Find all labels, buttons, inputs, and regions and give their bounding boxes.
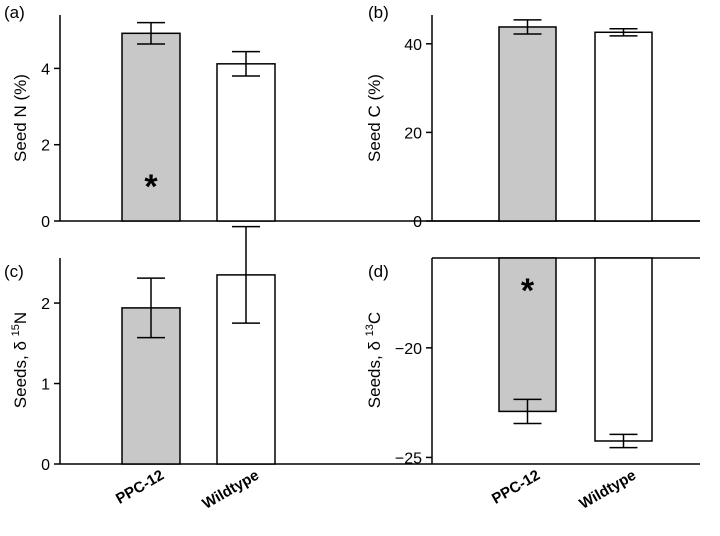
y-axis-label: Seed N (%) [11, 74, 30, 162]
category-label: PPC-12 [113, 467, 167, 508]
bar-wildtype [216, 274, 276, 465]
y-tick-label: 2 [41, 296, 50, 313]
significance-star: * [144, 168, 158, 206]
y-tick-label: 0 [413, 214, 422, 231]
panel-c: (c) 0 1 2 Seeds, δ 15N [4, 225, 700, 474]
panel-label: (a) [4, 3, 25, 22]
y-tick-label: 40 [404, 37, 422, 54]
significance-star: * [521, 272, 535, 310]
category-label: Wildtype [576, 467, 639, 513]
panel-b: (b) 0 20 40 Seed C (%) [365, 3, 700, 231]
y-tick-label: 0 [41, 457, 50, 474]
bar-wildtype [594, 257, 653, 442]
panel-label: (d) [368, 262, 389, 281]
y-axis-label: Seeds, δ 15N [10, 312, 30, 408]
y-tick-label: 0 [41, 214, 50, 231]
bar-ppc-12 [498, 26, 557, 222]
bar-ppc-12 [121, 32, 181, 222]
panel-d: (d) −20 −25 Seeds, δ 13C * [364, 257, 700, 467]
y-axis-label: Seeds, δ 13C [364, 312, 384, 408]
panel-label: (c) [4, 262, 24, 281]
y-tick-label: 20 [404, 125, 422, 142]
category-label: PPC-12 [489, 467, 543, 508]
y-tick-label: 4 [41, 61, 50, 78]
panel-label: (b) [368, 3, 389, 22]
y-tick-label: 2 [41, 138, 50, 155]
y-axis-label: Seed C (%) [365, 74, 384, 162]
y-tick-label: −20 [395, 341, 422, 358]
bar-wildtype [594, 31, 653, 222]
y-tick-label: −25 [395, 450, 422, 467]
bar-wildtype [216, 63, 276, 222]
category-label: Wildtype [199, 467, 262, 513]
panel-a: (a) 0 2 4 Seed N (%) * [4, 3, 700, 231]
bar-ppc-12 [498, 257, 557, 413]
y-tick-label: 1 [41, 377, 50, 394]
